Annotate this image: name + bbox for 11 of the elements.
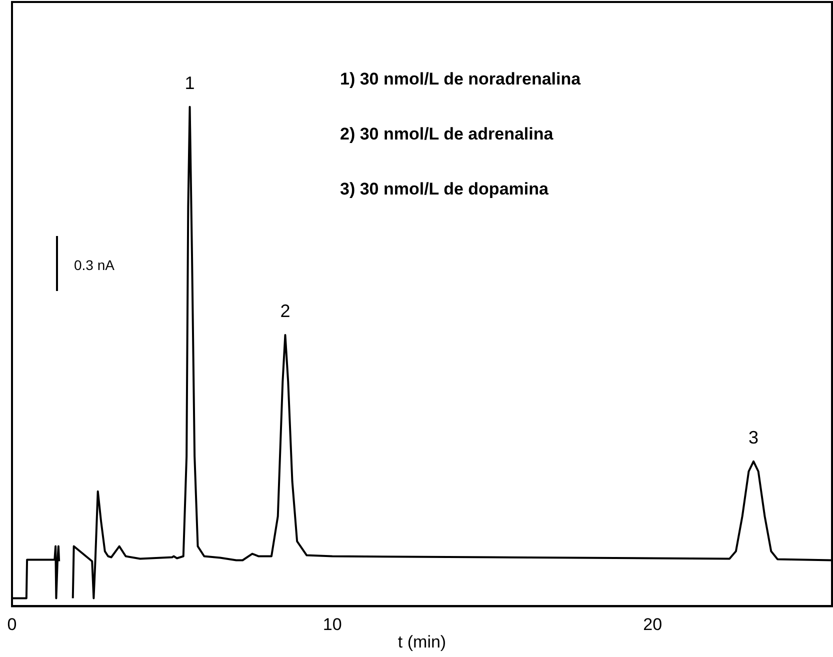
x-tick-label: 20 (643, 615, 662, 634)
annotation: 2 (280, 301, 290, 322)
x-tick-label: 0 (7, 615, 17, 634)
annotation: 3) 30 nmol/L de dopamina (340, 180, 549, 199)
annotation: 0.3 nA (74, 256, 116, 273)
text: 1) 30 nmol/L de noradrenalina (340, 70, 582, 89)
annotation: 3 (748, 427, 759, 448)
annotation: 2) 30 nmol/L de adrenalina (340, 124, 554, 144)
annotation: 1 (184, 72, 195, 93)
x-axis-title: t (min) (398, 632, 446, 652)
x-tick-label: 10 (322, 615, 342, 634)
